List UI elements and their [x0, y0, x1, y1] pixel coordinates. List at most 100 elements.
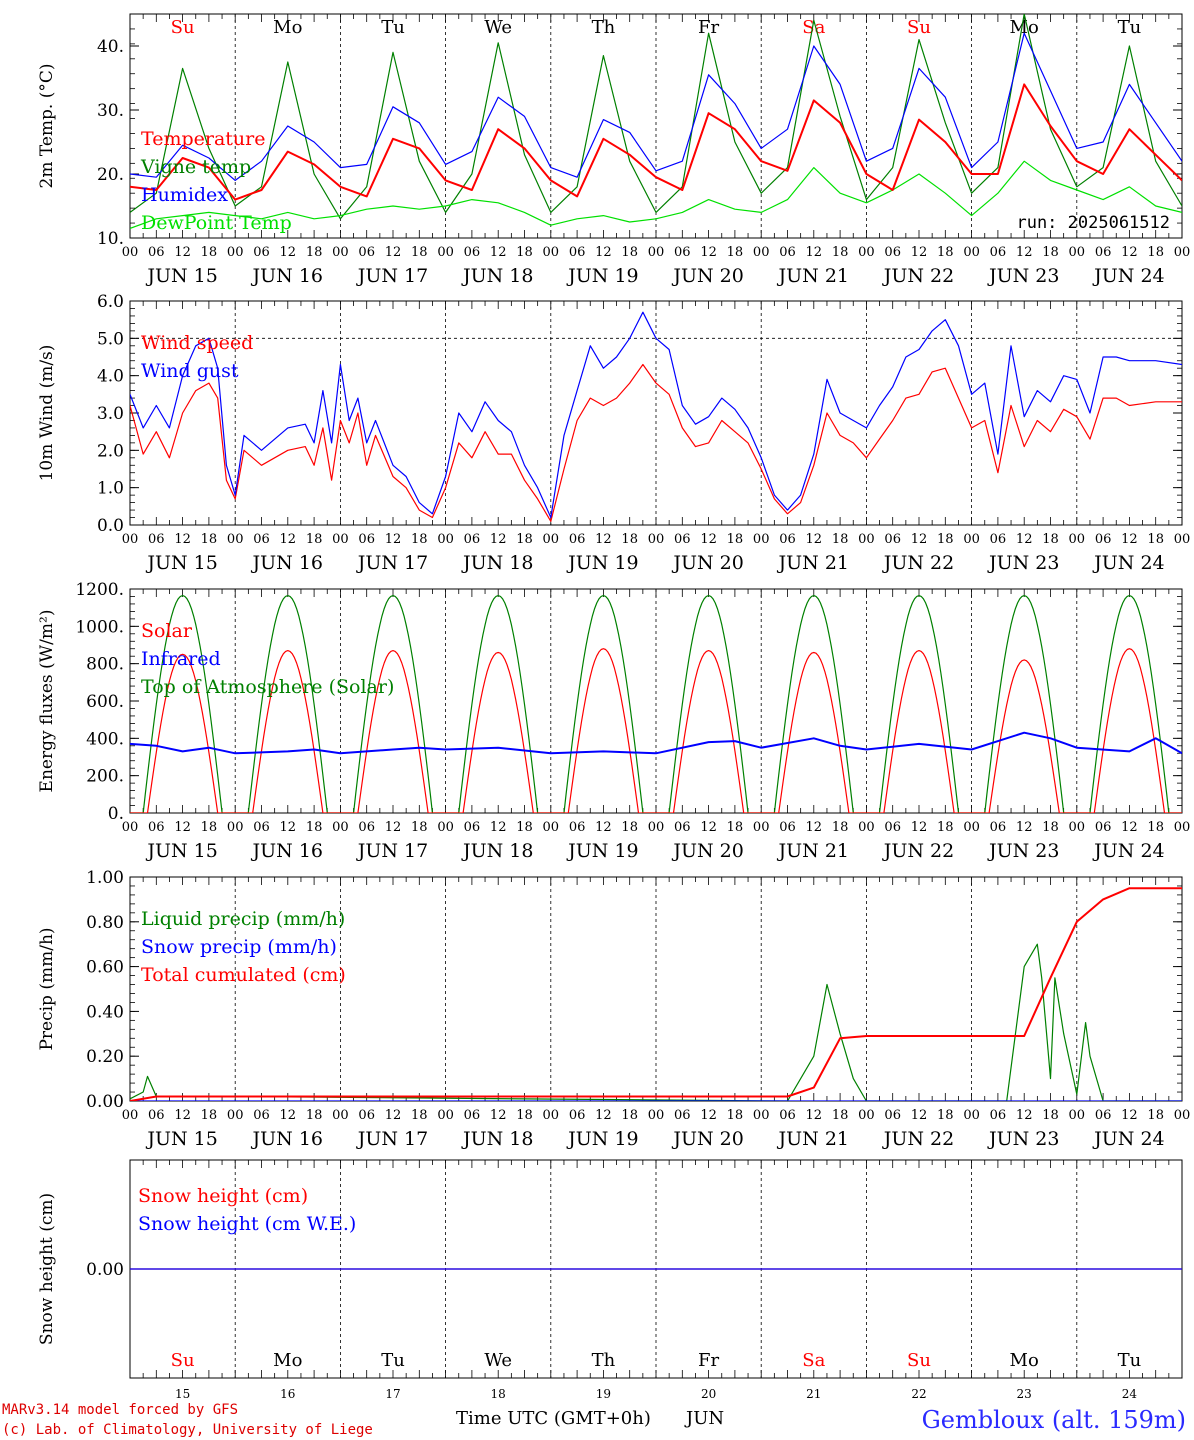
hour-tick-label: 06: [779, 245, 796, 260]
y-tick-label: 1.0: [97, 479, 124, 499]
hour-tick-label: 00: [543, 820, 560, 835]
hour-tick-label: 18: [306, 245, 323, 260]
legend-entry: Wind gust: [141, 360, 239, 382]
energy-panel: 0. 200. 400. 600. 800. 1000. 1200. Energy fluxe…: [37, 580, 1190, 862]
hour-tick-label: 00: [1174, 245, 1191, 260]
date-label: JUN 19: [566, 840, 638, 862]
weekday-label: Mo: [1010, 17, 1039, 38]
y-tick-label: 200.: [86, 767, 124, 787]
y-tick-label: 10.: [97, 229, 124, 249]
hour-tick-label: 12: [174, 532, 191, 547]
hour-tick-label: 06: [253, 245, 270, 260]
series-line-temperature: [130, 83, 1182, 201]
date-label: JUN 17: [356, 265, 428, 287]
hour-tick-label: 00: [648, 532, 665, 547]
date-label: JUN 24: [1092, 265, 1164, 287]
y-tick-label: 0.80: [86, 913, 124, 933]
hour-tick-label: 06: [148, 245, 165, 260]
date-label: JUN 24: [1092, 1128, 1164, 1150]
hour-tick-label: 18: [411, 532, 428, 547]
hour-tick-label: 00: [1174, 532, 1191, 547]
weekday-label: Tu: [1118, 1350, 1142, 1371]
legend-entry: Humidex: [141, 184, 228, 206]
y-tick-label: 400.: [86, 729, 124, 749]
hour-tick-label: 12: [1121, 1108, 1138, 1123]
hour-tick-label: 12: [280, 1108, 297, 1123]
day-number-label: 17: [385, 1387, 400, 1401]
hour-tick-label: 06: [779, 1108, 796, 1123]
date-label: JUN 17: [356, 552, 428, 574]
temperature-panel: 10. 20. 30. 40. 2m Temp. (°C) 00 06 12 18 JUN 15 0…: [37, 13, 1191, 287]
hour-tick-label: 00: [227, 820, 244, 835]
hour-tick-label: 00: [543, 1108, 560, 1123]
hour-tick-label: 18: [727, 532, 744, 547]
hour-tick-label: 00: [1069, 245, 1086, 260]
hour-tick-label: 06: [1095, 1108, 1112, 1123]
y-tick-label: 0.: [108, 804, 124, 824]
date-label: JUN 21: [777, 840, 849, 862]
legend-entry: Temperature: [141, 128, 265, 150]
y-axis-label: 2m Temp. (°C): [37, 63, 57, 188]
hour-tick-label: 18: [411, 245, 428, 260]
y-tick-label: 3.0: [97, 404, 124, 424]
legend-entry: Snow height (cm W.E.): [138, 1213, 356, 1235]
wind-panel: 0.0 1.0 2.0 3.0 4.0 5.0 6.0 10m Wind (m/s) 00 06 1…: [37, 292, 1190, 574]
hour-tick-label: 18: [937, 820, 954, 835]
hour-tick-label: 18: [201, 532, 218, 547]
hour-tick-label: 00: [753, 532, 770, 547]
weekday-label: Th: [592, 1350, 616, 1371]
hour-tick-label: 06: [358, 820, 375, 835]
hour-tick-label: 00: [858, 820, 875, 835]
hour-tick-label: 06: [1095, 245, 1112, 260]
hour-tick-label: 12: [595, 820, 612, 835]
date-label: JUN 18: [461, 1128, 533, 1150]
hour-tick-label: 18: [832, 820, 849, 835]
y-axis-label: Energy fluxes (W/m²): [37, 610, 57, 793]
hour-tick-label: 12: [280, 245, 297, 260]
y-tick-label: 0.60: [86, 958, 124, 978]
hour-tick-label: 06: [464, 245, 481, 260]
hour-tick-label: 18: [937, 245, 954, 260]
hour-tick-label: 18: [306, 820, 323, 835]
weekday-label: Fr: [698, 1350, 719, 1371]
hour-tick-label: 18: [516, 1108, 533, 1123]
hour-tick-label: 06: [464, 1108, 481, 1123]
hour-tick-label: 18: [1042, 532, 1059, 547]
hour-tick-label: 00: [227, 245, 244, 260]
hour-tick-label: 18: [201, 1108, 218, 1123]
hour-tick-label: 06: [253, 820, 270, 835]
weekday-label: Su: [171, 17, 195, 38]
hour-tick-label: 00: [963, 820, 980, 835]
hour-tick-label: 06: [569, 532, 586, 547]
hour-tick-label: 00: [753, 245, 770, 260]
hour-tick-label: 06: [1095, 532, 1112, 547]
date-label: JUN 18: [461, 265, 533, 287]
hour-tick-label: 12: [700, 245, 717, 260]
hour-tick-label: 00: [858, 1108, 875, 1123]
hour-tick-label: 12: [700, 820, 717, 835]
date-label: JUN 16: [251, 840, 323, 862]
weekday-label: Fr: [698, 17, 719, 38]
hour-tick-label: 18: [1042, 1108, 1059, 1123]
hour-tick-label: 18: [621, 532, 638, 547]
legend-entry: Total cumulated (cm): [141, 964, 346, 986]
footer: MARv3.14 model forced by GFS (c) Lab. of…: [2, 1402, 1186, 1438]
hour-tick-label: 18: [832, 1108, 849, 1123]
time-axis-label: Time UTC (GMT+0h): [456, 1408, 651, 1429]
hour-tick-label: 00: [227, 532, 244, 547]
model-credit-line-1: MARv3.14 model forced by GFS: [2, 1402, 238, 1418]
hour-tick-label: 12: [595, 1108, 612, 1123]
day-number-label: 20: [701, 1387, 716, 1401]
legend-entry: Top of Atmosphere (Solar): [141, 676, 394, 698]
weekday-label: Su: [907, 1350, 931, 1371]
date-label: JUN 23: [987, 265, 1059, 287]
date-label: JUN 15: [145, 840, 217, 862]
energy-frame: [129, 588, 1183, 814]
series-line-infrared: [130, 731, 1182, 755]
y-tick-label: 0.00: [86, 1260, 124, 1280]
weekday-label: Mo: [1010, 1350, 1039, 1371]
series-line-dewpoint-temp: [130, 160, 1182, 229]
hour-tick-label: 12: [174, 245, 191, 260]
hour-tick-label: 18: [306, 1108, 323, 1123]
date-label: JUN 22: [882, 840, 954, 862]
